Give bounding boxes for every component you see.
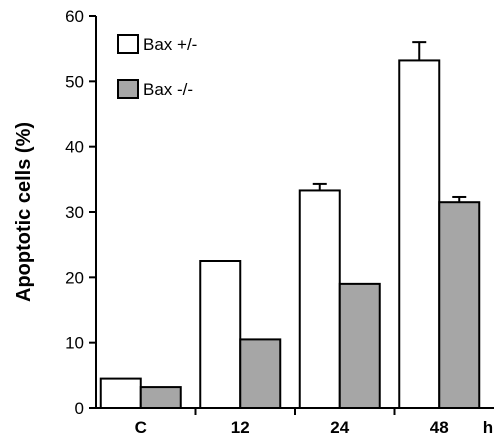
bar-bax-het-48 <box>398 59 441 409</box>
y-tick-label: 60 <box>65 7 84 26</box>
x-tick-label: 24 <box>330 418 349 437</box>
legend-swatch <box>117 34 139 54</box>
y-tick-label: 20 <box>65 268 84 287</box>
x-tick-label: 12 <box>231 418 250 437</box>
bar-bax-het-24 <box>298 189 341 409</box>
y-tick-label: 50 <box>65 72 84 91</box>
x-tick-label: 48 <box>430 418 449 437</box>
legend-label: Bax +/- <box>143 35 197 54</box>
legend-label: Bax -/- <box>143 80 193 99</box>
y-tick-label: 10 <box>65 334 84 353</box>
x-axis-unit-label: h <box>483 418 493 437</box>
x-tick-label: C <box>135 418 147 437</box>
legend-swatch <box>117 79 139 99</box>
y-axis: 0 10 20 30 40 50 60 <box>65 7 97 418</box>
y-tick-label: 30 <box>65 203 84 222</box>
bar-bax-ko-24 <box>338 282 381 409</box>
bar-bax-ko-C <box>139 386 182 409</box>
bar-bax-ko-12 <box>239 338 282 409</box>
legend: Bax +/- Bax -/- <box>117 34 197 99</box>
bar-bax-het-C <box>99 377 142 410</box>
y-tick-label: 40 <box>65 138 84 157</box>
x-axis: C 12 24 48 <box>96 407 494 437</box>
bar-bax-ko-48 <box>438 201 481 409</box>
y-tick-label: 0 <box>75 399 84 418</box>
bar-bax-het-12 <box>199 260 242 409</box>
bars-group <box>99 41 481 410</box>
y-axis-label: Apoptotic cells (%) <box>13 122 35 302</box>
